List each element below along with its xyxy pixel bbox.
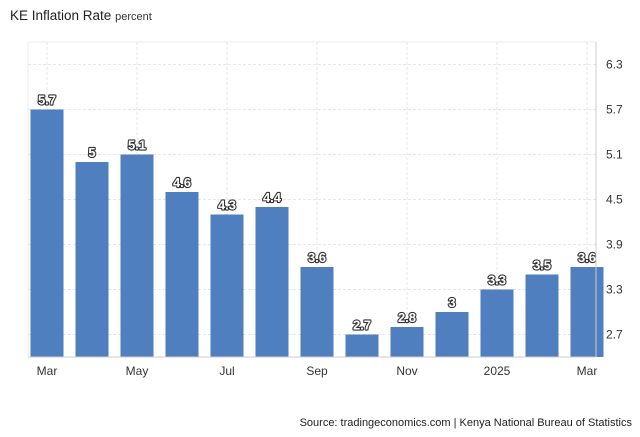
- x-tick-label: Mar: [37, 364, 58, 378]
- data-label: 2.7: [353, 318, 371, 333]
- data-label: 3: [448, 295, 455, 310]
- data-label: 4.4: [263, 190, 282, 205]
- data-label: 4.6: [173, 175, 191, 190]
- y-tick-label: 3.3: [606, 283, 623, 297]
- y-tick-label: 3.9: [606, 238, 623, 252]
- bar: [210, 214, 244, 357]
- bar: [165, 192, 199, 357]
- data-label: 2.8: [398, 310, 416, 325]
- bar: [300, 267, 334, 357]
- data-label: 3.6: [578, 250, 596, 265]
- data-label: 3.5: [533, 258, 551, 273]
- bar: [390, 327, 424, 357]
- bar-series: [30, 109, 604, 357]
- source-note: Source: tradingeconomics.com | Kenya Nat…: [299, 417, 632, 429]
- chart-title: KE Inflation Rate percent: [10, 8, 152, 23]
- bar: [435, 312, 469, 357]
- data-label: 3.6: [308, 250, 326, 265]
- x-tick-label: 2025: [484, 364, 511, 378]
- x-tick-label: Jul: [219, 364, 234, 378]
- bar: [345, 334, 379, 357]
- y-tick-label: 5.7: [606, 103, 623, 117]
- bar: [120, 154, 154, 357]
- y-tick-label: 6.3: [606, 58, 623, 72]
- axes: 2.7 3.3 3.9 4.5 5.1 5.7 6.3 Mar May Jul Sep Nov 2025…: [27, 41, 623, 378]
- bar: [525, 274, 559, 357]
- data-label: 5: [88, 145, 95, 160]
- data-labels: 5.7 5 5.1 4.6 4.3 4.4 3.6 2.7 2.8 3 3.3 3.5 3.6: [37, 91, 597, 333]
- x-tick-label: Sep: [306, 364, 328, 378]
- y-tick-label: 5.1: [606, 148, 623, 162]
- bar: [480, 289, 514, 357]
- bar: [75, 162, 109, 357]
- data-label: 4.3: [218, 198, 236, 213]
- x-tick-label: Mar: [577, 364, 598, 378]
- y-tick-label: 4.5: [606, 193, 623, 207]
- x-tick-label: Nov: [396, 364, 417, 378]
- data-label: 5.1: [128, 138, 146, 153]
- bar: [255, 207, 289, 357]
- x-tick-label: May: [126, 364, 149, 378]
- y-tick-label: 2.7: [606, 328, 623, 342]
- bar: [30, 109, 64, 357]
- bar: [570, 267, 604, 357]
- chart-subtitle: percent: [115, 11, 152, 23]
- data-label: 3.3: [488, 273, 506, 288]
- data-label: 5.7: [38, 93, 56, 108]
- chart-title-text: KE Inflation Rate: [10, 8, 112, 23]
